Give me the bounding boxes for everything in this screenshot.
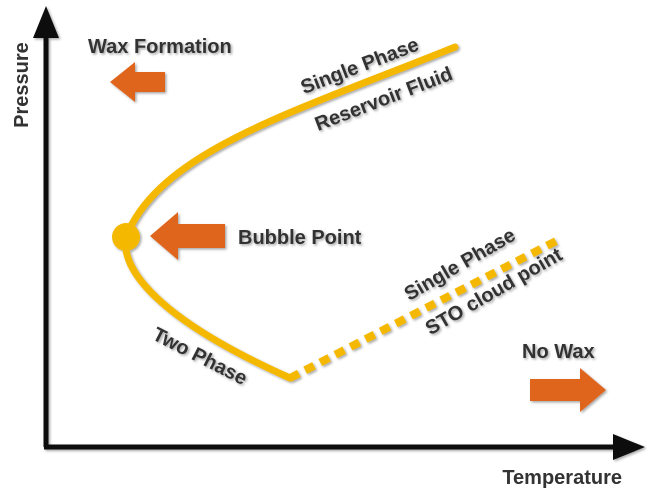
axes (33, 6, 645, 460)
y-arrow (33, 6, 59, 38)
x-axis-label: Temperature (502, 467, 622, 489)
phase-envelope (121, 43, 459, 382)
label: Bubble Point (238, 227, 362, 249)
y-axis-label: Pressure (11, 42, 33, 128)
bubble-arrow (150, 212, 225, 260)
no-wax-arrow (530, 368, 606, 412)
bubble-point-marker (112, 223, 140, 251)
wax-arrow (110, 62, 165, 102)
label: Wax Formation (88, 36, 232, 58)
label: STO cloud point (422, 244, 567, 340)
label: No Wax (522, 341, 595, 363)
x-arrow (613, 434, 645, 460)
